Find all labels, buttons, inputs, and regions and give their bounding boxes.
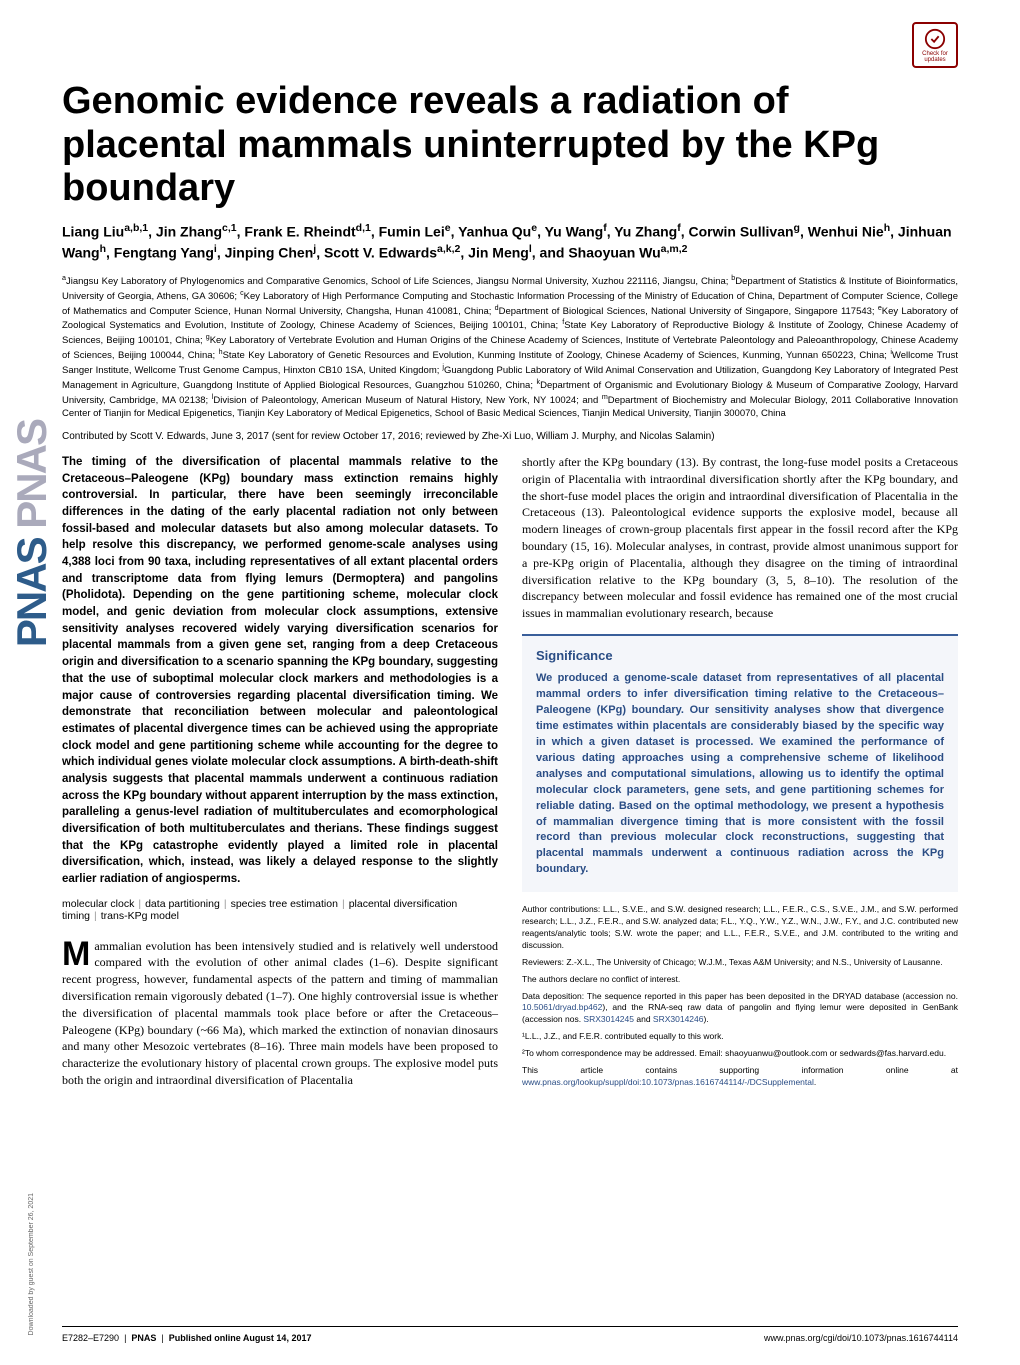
- two-column-body: The timing of the diversification of pla…: [62, 454, 958, 1094]
- affiliations: aJiangsu Key Laboratory of Phylogenomics…: [62, 274, 958, 422]
- column-right: shortly after the KPg boundary (13). By …: [522, 454, 958, 1094]
- page-footer: E7282–E7290 | PNAS | Published online Au…: [62, 1326, 958, 1343]
- side-logo-main: PNAS: [8, 538, 55, 647]
- keyword: data partitioning: [145, 898, 220, 910]
- footer-left: E7282–E7290 | PNAS | Published online Au…: [62, 1333, 311, 1343]
- side-logo-gray: PNAS: [8, 420, 55, 529]
- footer-pubdate: Published online August 14, 2017: [169, 1333, 312, 1343]
- keyword: species tree estimation: [231, 898, 338, 910]
- conflict-of-interest: The authors declare no conflict of inter…: [522, 974, 958, 986]
- footer-pages: E7282–E7290: [62, 1333, 119, 1343]
- check-updates-icon: [924, 28, 946, 50]
- check-for-updates-button[interactable]: Check for updates: [912, 22, 958, 68]
- body-paragraph-1: Mammalian evolution has been intensively…: [62, 938, 498, 1089]
- download-note: Downloaded by guest on September 26, 202…: [28, 1193, 35, 1335]
- data-deposition: Data deposition: The sequence reported i…: [522, 991, 958, 1027]
- keyword: molecular clock: [62, 898, 134, 910]
- authors-list: Liang Liua,b,1, Jin Zhangc,1, Frank E. R…: [62, 221, 958, 264]
- footnote-equal-contribution: ¹L.L., J.Z., and F.E.R. contributed equa…: [522, 1031, 958, 1043]
- body-paragraph-2: shortly after the KPg boundary (13). By …: [522, 454, 958, 622]
- abstract-text: The timing of the diversification of pla…: [62, 454, 498, 887]
- check-updates-label: Check for updates: [914, 51, 956, 63]
- keywords-line: molecular clock|data partitioning|specie…: [62, 898, 498, 922]
- significance-title: Significance: [536, 648, 944, 663]
- footer-journal: PNAS: [131, 1333, 156, 1343]
- page: PNAS PNAS Downloaded by guest on Septemb…: [0, 0, 1020, 1365]
- footer-doi: www.pnas.org/cgi/doi/10.1073/pnas.161674…: [764, 1333, 958, 1343]
- reviewers: Reviewers: Z.-X.L., The University of Ch…: [522, 957, 958, 969]
- author-contributions: Author contributions: L.L., S.V.E., and …: [522, 904, 958, 952]
- contributed-line: Contributed by Scott V. Edwards, June 3,…: [62, 431, 958, 442]
- pnas-side-logo: PNAS PNAS: [8, 420, 56, 647]
- column-left: The timing of the diversification of pla…: [62, 454, 498, 1094]
- supporting-info: This article contains supporting informa…: [522, 1065, 958, 1089]
- significance-text: We produced a genome-scale dataset from …: [536, 671, 944, 878]
- significance-box: Significance We produced a genome-scale …: [522, 634, 958, 892]
- article-title: Genomic evidence reveals a radiation of …: [62, 80, 958, 211]
- keyword: trans-KPg model: [101, 910, 179, 922]
- footnote-correspondence: ²To whom correspondence may be addressed…: [522, 1048, 958, 1060]
